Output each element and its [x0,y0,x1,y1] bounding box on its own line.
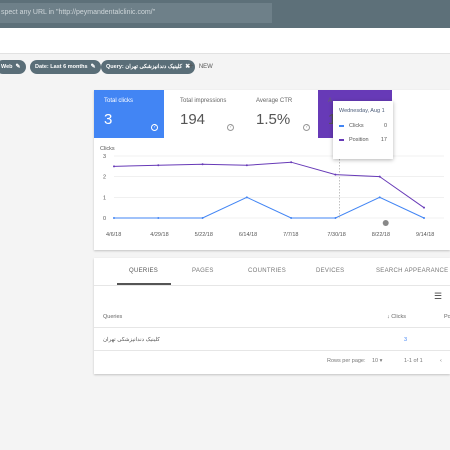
data-point-position [157,164,160,167]
tab-countries[interactable]: COUNTRIES [248,268,287,274]
active-tab-indicator [117,283,171,285]
metric-value: 1.5% [256,111,291,128]
metric-value: 3 [104,111,113,128]
query-chip[interactable]: Query: کلینیک دندانپزشکی تهران ✖ [101,60,196,74]
prev-page-icon[interactable]: ‹ [440,358,442,364]
plus-icon: + [188,61,194,72]
tooltip-date: Wednesday, Aug 1 [339,108,385,114]
help-icon[interactable]: ? [303,124,310,131]
new-label: NEW [198,64,213,70]
data-point-position [423,206,425,209]
x-tick-label: 8/22/18 [372,232,390,238]
annotation-marker [382,220,389,226]
x-tick-label: 9/14/18 [416,232,434,238]
edit-icon: ✎ [15,64,21,70]
x-tick-label: 7/30/18 [327,232,345,238]
metric-value: 194 [180,111,206,128]
x-tick-label: 4/6/18 [106,232,121,238]
header-band [0,28,450,54]
data-point-clicks [290,217,293,219]
data-point-position [334,173,337,176]
y-tick-label: 1 [103,195,106,201]
data-point-position [113,165,115,168]
date-label: Date: Last 6 months [35,64,88,70]
column-header-clicks[interactable]: ↓ Clicks [387,314,406,320]
x-tick-label: 6/14/18 [239,232,257,238]
dropdown-arrow-icon: ▾ [379,358,383,364]
url-inspect-input[interactable]: spect any URL in "http://peymandentalcli… [0,3,272,23]
data-point-clicks [245,196,248,199]
filter-icon[interactable]: ☰ [434,291,443,301]
tab-pages[interactable]: PAGES [192,268,214,274]
data-point-clicks [423,217,425,219]
tooltip-position-value: 17 [380,137,387,143]
x-tick-label: 5/22/18 [195,232,213,238]
tab-search-appearance[interactable]: SEARCH APPEARANCE [376,268,449,274]
data-point-position [201,163,204,166]
metric-label: Total clicks [104,98,134,104]
search-type-label: Web [1,64,13,70]
column-header-position[interactable]: Po [444,314,450,320]
y-axis-label: Clicks [100,146,115,152]
tooltip-clicks-row: Clicks 0 [339,123,387,129]
new-filter-button[interactable]: + NEW [188,60,213,74]
metric-label: Total impressions [180,98,227,104]
tooltip-position-label: Position [349,137,369,143]
sort-down-icon: ↓ [387,314,392,320]
x-tick-label: 4/29/18 [150,232,168,238]
data-point-clicks [113,217,115,219]
edit-icon: ✎ [90,64,96,70]
y-tick-label: 3 [103,154,106,160]
tab-queries[interactable]: QUERIES [129,268,159,274]
data-point-clicks [378,196,381,199]
pagination-range: 1-1 of 1 [404,358,423,364]
column-clicks-label: Clicks [391,314,406,320]
data-point-position [245,164,248,167]
tooltip-clicks-label: Clicks [349,123,364,129]
data-point-position [378,175,381,178]
close-icon[interactable]: ✖ [185,64,191,70]
series-line-clicks [114,196,425,219]
date-chip[interactable]: Date: Last 6 months ✎ [30,60,101,74]
data-point-clicks [201,217,204,219]
metric-label: A [328,98,333,104]
help-icon[interactable]: ? [227,124,234,131]
clicks-swatch [339,125,344,127]
tooltip-position-row: Position 17 [339,137,387,143]
row-divider [94,350,450,351]
tabs-divider [94,285,450,286]
total-clicks-metric[interactable]: Total clicks 3 ? [94,90,164,138]
y-tick-label: 2 [103,175,106,181]
column-header-queries: Queries [103,314,123,320]
metric-label: Average CTR [256,98,293,104]
table-row-query[interactable]: کلینیک دندانپزشکی تهران [103,337,160,343]
data-point-clicks [334,217,337,219]
header-divider [94,327,450,328]
table-row-clicks: 3 [404,337,408,343]
position-swatch [339,139,344,141]
series-line-position [113,161,425,209]
search-type-chip[interactable]: Web ✎ [0,60,26,74]
x-tick-label: 7/7/18 [283,232,298,238]
tab-devices[interactable]: DEVICES [316,268,345,274]
data-point-clicks [157,217,160,219]
rows-per-page-value: 10 [372,358,379,364]
query-label: Query: کلینیک دندانپزشکی تهران [106,64,183,70]
metric-value: 1 [328,111,392,128]
tooltip-clicks-value: 0 [383,123,387,129]
total-impressions-metric[interactable]: Total impressions 194 ? [170,90,240,138]
rows-per-page-select[interactable]: 10 ▾ [372,358,382,364]
rows-per-page-label: Rows per page: [327,358,366,364]
help-icon[interactable]: ? [151,124,158,131]
data-point-position [290,161,293,164]
y-tick-label: 0 [103,216,106,222]
queries-table-card [94,258,450,374]
chart-tooltip: Wednesday, Aug 1 Clicks 0 Position 17 [333,101,393,159]
performance-chart[interactable]: Clicks 3 2 1 0 4/6/18 4/29/18 5/22/18 6/14/18 7/7… [94,140,450,250]
average-ctr-metric[interactable]: Average CTR 1.5% ? [246,90,316,138]
